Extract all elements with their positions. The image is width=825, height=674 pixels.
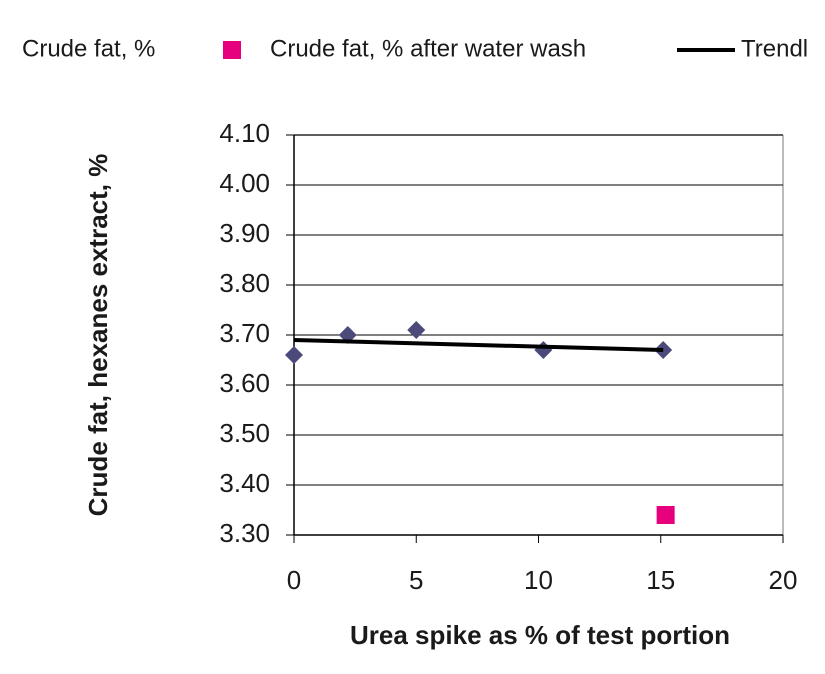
y-tick-label: 3.60 (219, 368, 270, 398)
y-tick-label: 3.50 (219, 418, 270, 448)
y-tick-label: 4.00 (219, 168, 270, 198)
legend-label: Crude fat, % (22, 35, 155, 62)
point (285, 346, 303, 364)
legend-label: Trendl (741, 35, 808, 62)
y-tick-label: 3.80 (219, 268, 270, 298)
y-tick-label: 3.90 (219, 218, 270, 248)
point (407, 321, 426, 339)
x-tick-label: 0 (287, 565, 301, 595)
x-tick-label: 20 (769, 565, 798, 595)
legend-label: Crude fat, % after water wash (270, 35, 586, 62)
y-tick-label: 3.40 (219, 468, 270, 498)
legend-marker (223, 41, 241, 59)
x-tick-label: 10 (524, 565, 553, 595)
trendline (293, 338, 664, 352)
y-tick-label: 3.30 (219, 518, 270, 548)
x-tick-label: 5 (409, 565, 423, 595)
point (656, 506, 675, 524)
y-axis-label: Crude fat, hexanes extract, % (83, 154, 113, 517)
x-tick-label: 15 (646, 565, 675, 595)
y-tick-label: 4.10 (219, 118, 270, 148)
y-tick-label: 3.70 (219, 318, 270, 348)
point (534, 341, 553, 359)
x-axis-label: Urea spike as % of test portion (350, 620, 730, 650)
